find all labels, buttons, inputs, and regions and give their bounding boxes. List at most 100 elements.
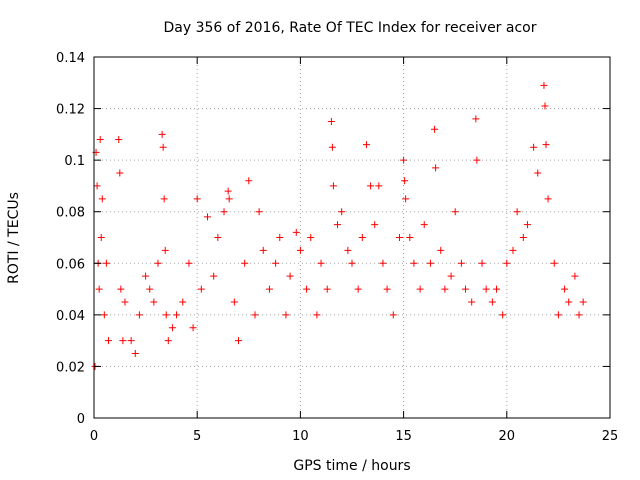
data-point [296, 246, 304, 254]
x-axis-label: GPS time / hours [293, 458, 410, 474]
data-point [534, 169, 542, 177]
x-tick-label: 0 [90, 429, 98, 444]
data-point [162, 311, 170, 319]
data-points [91, 81, 587, 370]
data-point [488, 298, 496, 306]
data-point [468, 298, 476, 306]
data-point [432, 164, 440, 172]
data-point [416, 285, 424, 293]
data-point [379, 259, 387, 267]
data-point [426, 259, 434, 267]
data-point [251, 311, 259, 319]
y-tick-label: 0.02 [56, 360, 85, 375]
data-point [499, 311, 507, 319]
x-tick-label: 10 [292, 429, 309, 444]
data-point [150, 298, 158, 306]
data-point [154, 259, 162, 267]
data-point [121, 298, 129, 306]
data-point [313, 311, 321, 319]
data-point [400, 156, 408, 164]
data-point [554, 311, 562, 319]
data-point [224, 187, 232, 195]
data-point [98, 195, 106, 203]
data-point [482, 285, 490, 293]
data-point [234, 337, 242, 345]
data-point [204, 213, 212, 221]
data-point [292, 228, 300, 236]
y-tick-label: 0.1 [64, 154, 85, 169]
data-point [328, 143, 336, 151]
data-point [457, 259, 465, 267]
data-point [303, 285, 311, 293]
data-point [286, 272, 294, 280]
data-point [492, 285, 500, 293]
data-point [241, 259, 249, 267]
data-point [117, 285, 125, 293]
data-point [327, 117, 335, 125]
y-tick-label: 0.08 [56, 206, 85, 221]
data-point [95, 285, 103, 293]
data-point [119, 337, 127, 345]
data-point [272, 259, 280, 267]
data-point [544, 195, 552, 203]
data-point [282, 311, 290, 319]
data-point [185, 259, 193, 267]
axis-ticks: 0 5 10 15 20 25 0 0.02 0.04 0.06 0.08 0.1 0.12 0.14 [56, 51, 618, 444]
data-point [189, 324, 197, 332]
data-point [530, 143, 538, 151]
y-tick-label: 0.14 [56, 51, 85, 66]
x-tick-label: 20 [499, 429, 516, 444]
data-point [115, 136, 123, 144]
data-point [338, 208, 346, 216]
data-point [402, 195, 410, 203]
x-tick-label: 25 [602, 429, 619, 444]
data-point [96, 136, 104, 144]
data-point [462, 285, 470, 293]
data-point [542, 141, 550, 149]
y-tick-label: 0 [77, 412, 85, 427]
data-point [230, 298, 238, 306]
data-point [441, 285, 449, 293]
data-point [220, 208, 228, 216]
data-point [329, 182, 337, 190]
data-point [503, 259, 511, 267]
data-point [571, 272, 579, 280]
data-point [383, 285, 391, 293]
data-point [210, 272, 218, 280]
data-point [265, 285, 273, 293]
data-point [323, 285, 331, 293]
data-point [389, 311, 397, 319]
data-point [519, 234, 527, 241]
data-point [579, 298, 587, 306]
data-point [164, 337, 172, 345]
data-point [197, 285, 205, 293]
data-point [565, 298, 573, 306]
data-point [541, 102, 549, 110]
data-point [523, 221, 531, 229]
data-point [395, 234, 403, 241]
data-point [354, 285, 362, 293]
data-point [317, 259, 325, 267]
data-point [478, 259, 486, 267]
data-point [225, 195, 233, 203]
data-point [509, 246, 517, 254]
data-point [358, 234, 366, 241]
data-point [127, 337, 135, 345]
data-point [348, 259, 356, 267]
data-point [159, 143, 167, 151]
data-point [142, 272, 150, 280]
y-tick-label: 0.04 [56, 309, 85, 324]
data-point [406, 234, 414, 241]
data-point [102, 259, 110, 267]
data-point [344, 246, 352, 254]
data-point [371, 221, 379, 229]
y-tick-label: 0.06 [56, 257, 85, 272]
data-point [561, 285, 569, 293]
x-tick-label: 15 [395, 429, 412, 444]
x-tick-label: 5 [193, 429, 201, 444]
data-point [513, 208, 521, 216]
data-point [168, 324, 176, 332]
y-axis-label: ROTI / TECUs [6, 192, 22, 284]
data-point [367, 182, 375, 190]
